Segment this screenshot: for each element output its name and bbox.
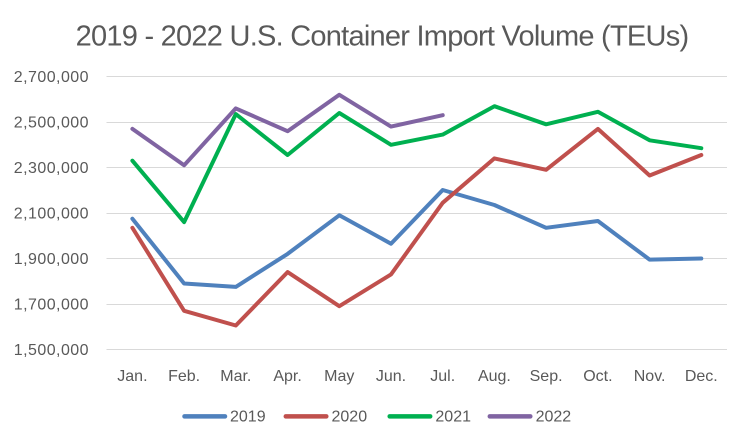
svg-text:Aug.: Aug. <box>478 368 511 385</box>
svg-text:May: May <box>324 368 354 385</box>
svg-text:2,300,000: 2,300,000 <box>14 160 89 177</box>
svg-text:2020: 2020 <box>332 409 368 426</box>
svg-text:Feb.: Feb. <box>168 368 200 385</box>
svg-text:2021: 2021 <box>435 409 471 426</box>
svg-text:Jun.: Jun. <box>376 368 406 385</box>
svg-text:2,500,000: 2,500,000 <box>14 115 89 132</box>
svg-text:1,700,000: 1,700,000 <box>14 297 89 314</box>
svg-text:2,700,000: 2,700,000 <box>14 69 89 86</box>
svg-text:Oct.: Oct. <box>583 368 612 385</box>
svg-text:Apr.: Apr. <box>273 368 301 385</box>
svg-text:2,100,000: 2,100,000 <box>14 206 89 223</box>
svg-text:Jul.: Jul. <box>430 368 455 385</box>
svg-text:2022: 2022 <box>536 409 572 426</box>
svg-text:1,500,000: 1,500,000 <box>14 342 89 359</box>
svg-text:Mar.: Mar. <box>220 368 251 385</box>
svg-text:Nov.: Nov. <box>634 368 666 385</box>
svg-text:2019 - 2022 U.S. Container Imp: 2019 - 2022 U.S. Container Import Volume… <box>76 21 689 53</box>
svg-text:2019: 2019 <box>230 409 266 426</box>
svg-text:Dec.: Dec. <box>685 368 718 385</box>
svg-text:Jan.: Jan. <box>117 368 147 385</box>
svg-text:Sep.: Sep. <box>530 368 563 385</box>
svg-text:1,900,000: 1,900,000 <box>14 251 89 268</box>
